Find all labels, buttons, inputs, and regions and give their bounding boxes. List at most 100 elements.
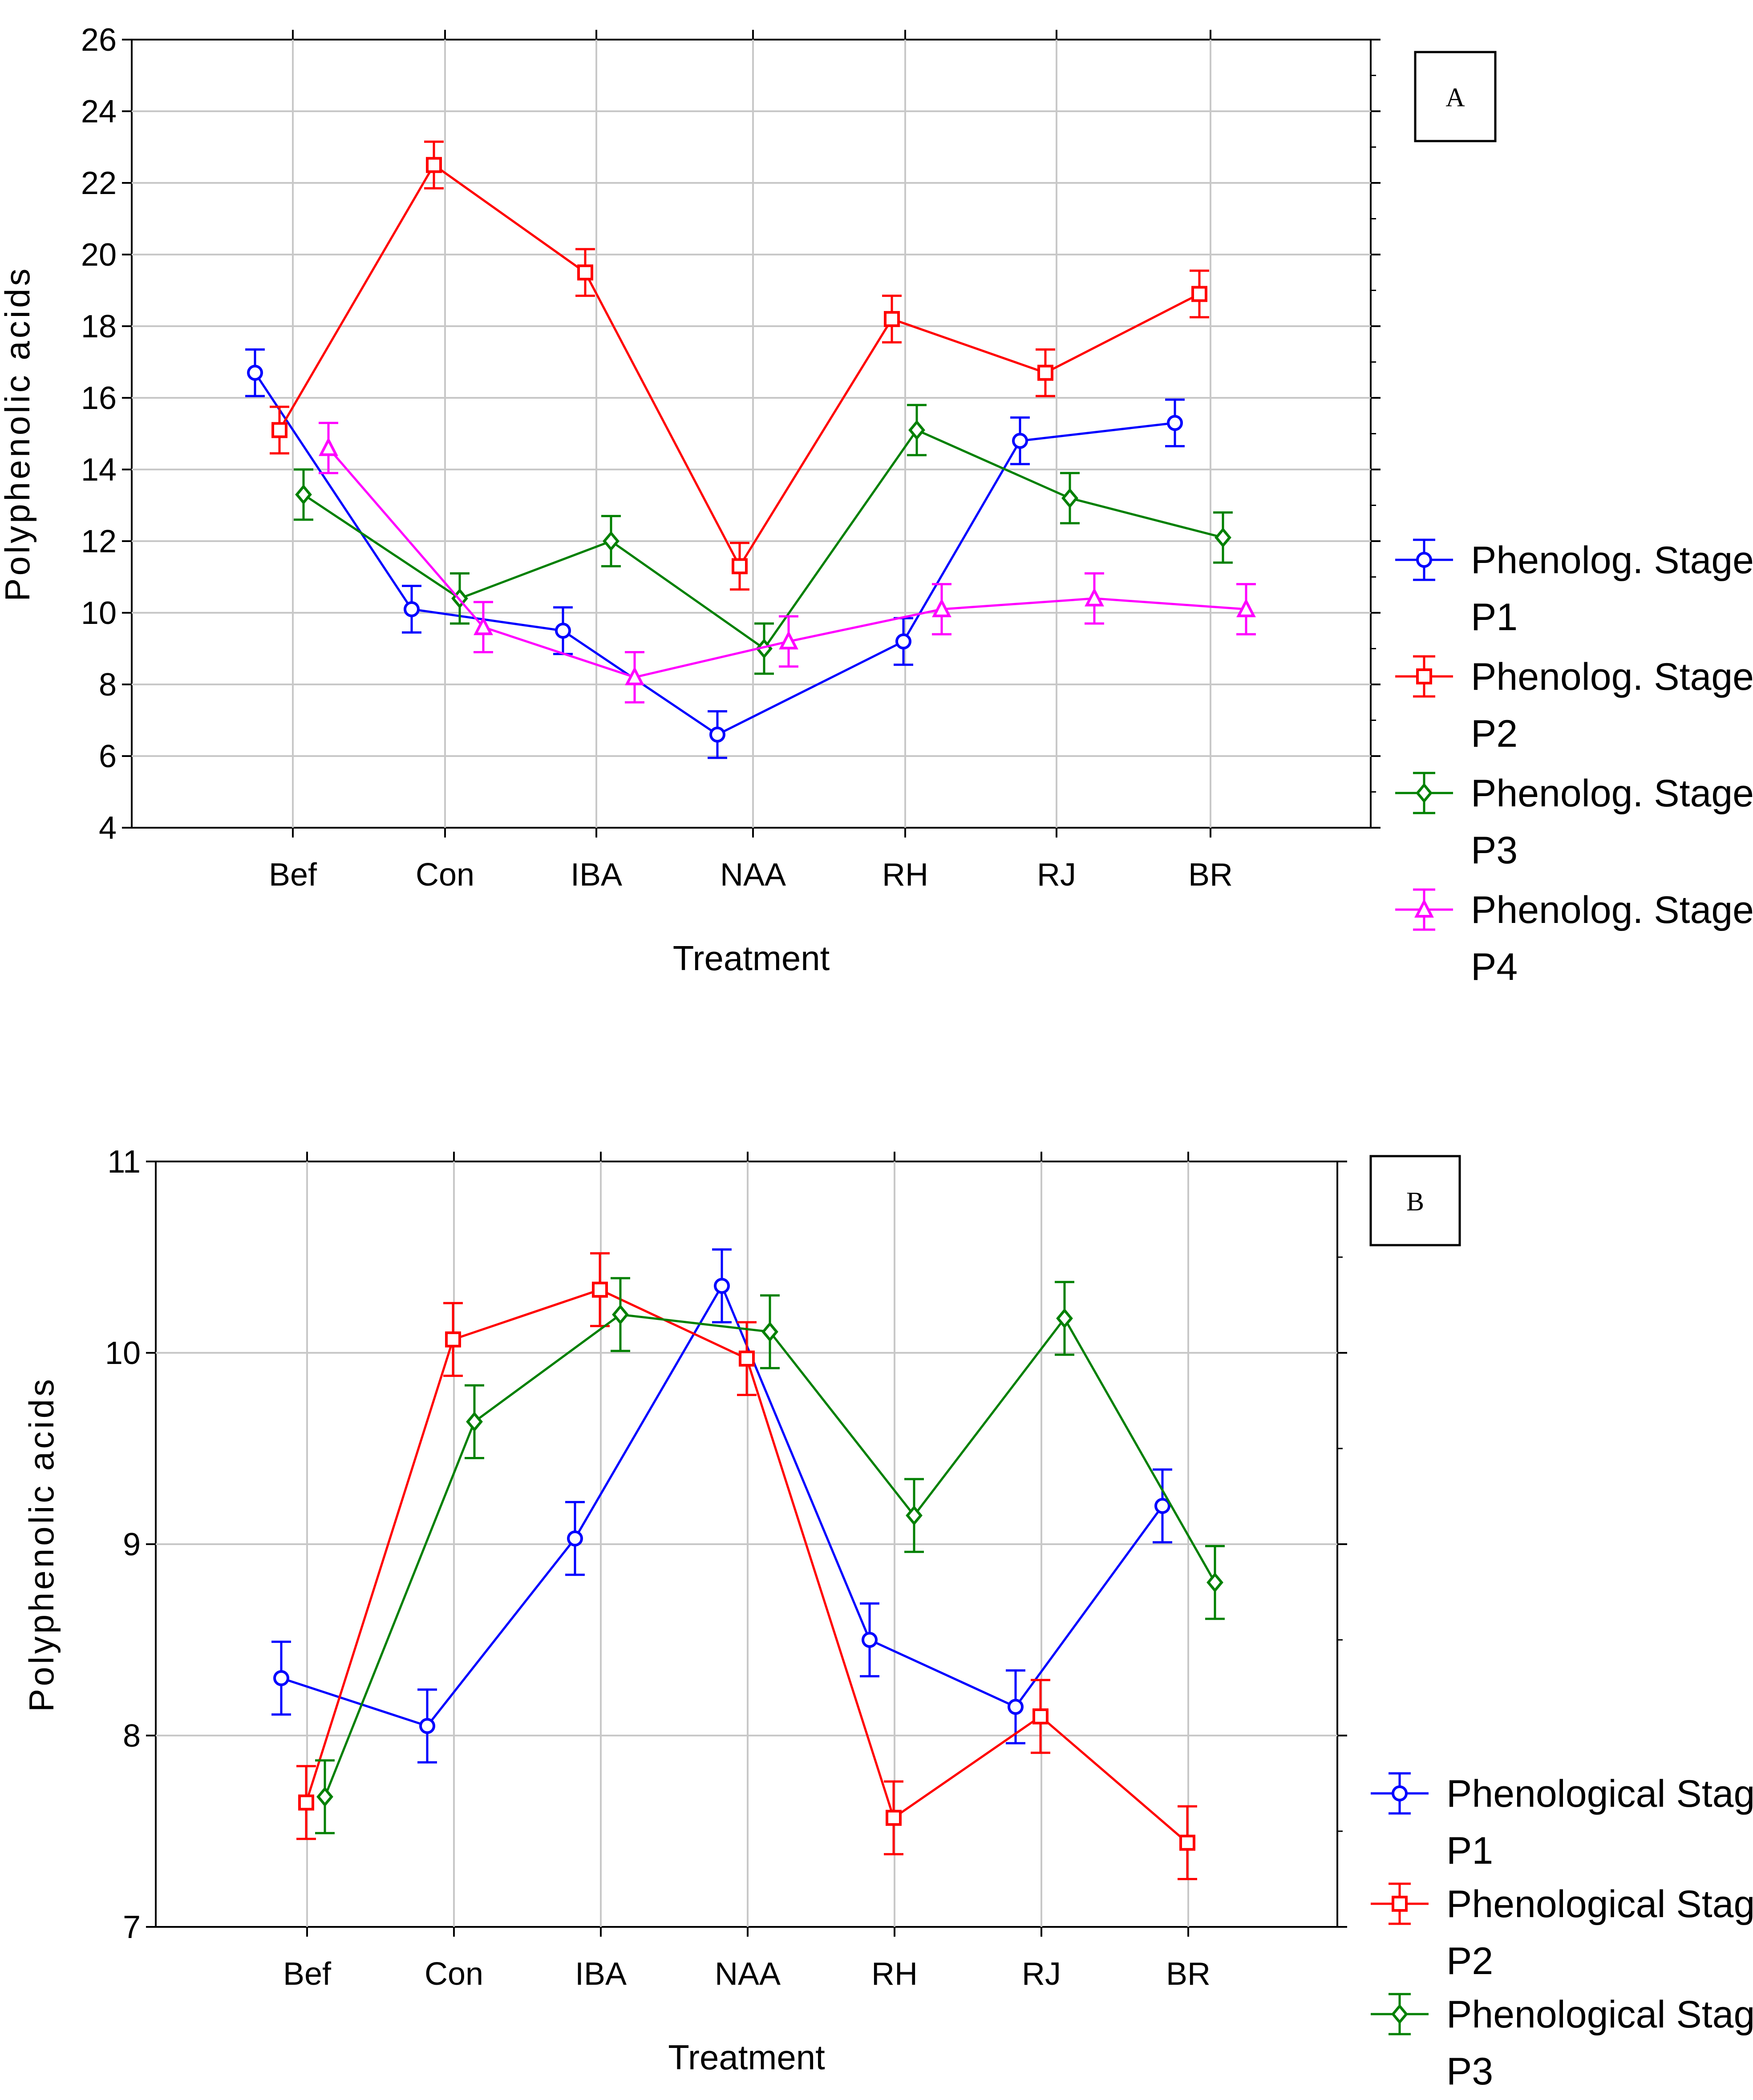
- legend-marker: [1414, 898, 1434, 918]
- series-2: [296, 1252, 1197, 1880]
- data-point: [577, 264, 593, 281]
- x-tick-label: RH: [871, 1956, 918, 1992]
- plot-area: [131, 39, 1372, 829]
- y-tick-label: 10: [105, 1335, 141, 1371]
- x-axis-title: Treatment: [673, 939, 830, 978]
- x-tick-label: RJ: [1037, 857, 1076, 893]
- data-point: [1008, 1699, 1024, 1715]
- data-point: [932, 598, 951, 617]
- x-tick-label: Bef: [269, 857, 317, 893]
- data-point: [404, 601, 420, 617]
- data-point: [1056, 1308, 1073, 1329]
- data-point: [906, 1505, 923, 1526]
- data-point: [295, 484, 312, 505]
- legend-label-line2: P3: [1471, 829, 1518, 872]
- x-tick-label: IBA: [575, 1956, 627, 1992]
- data-point: [1061, 488, 1078, 509]
- data-point: [1012, 433, 1028, 449]
- data-point: [592, 1282, 608, 1298]
- series-1: [271, 1248, 1172, 1764]
- legend-marker: [1391, 2004, 1408, 2024]
- legend-label: Phenolog. Stage: [1471, 889, 1753, 931]
- data-point: [419, 1718, 435, 1734]
- y-tick-label: 16: [81, 380, 117, 416]
- x-tick-label: RH: [882, 857, 928, 893]
- x-tick-label: Con: [425, 1956, 483, 1992]
- panel-label-box: [1369, 1155, 1461, 1246]
- x-tick-label: Con: [416, 857, 474, 893]
- data-point: [739, 1350, 755, 1367]
- series-3: [315, 1277, 1225, 1834]
- legend-label-line2: P3: [1446, 2050, 1493, 2093]
- data-point: [1037, 364, 1053, 381]
- data-point: [886, 1809, 902, 1826]
- data-point: [567, 1530, 583, 1547]
- y-tick-label: 14: [81, 452, 117, 488]
- data-point: [603, 531, 619, 551]
- legend-label-line2: P4: [1471, 946, 1518, 988]
- data-point: [908, 420, 925, 441]
- legend-label: Phenolog. Stage: [1471, 539, 1753, 582]
- legend-label: Phenological Stage: [1446, 1993, 1753, 2036]
- legend-label: Phenological Stage: [1446, 1772, 1753, 1815]
- data-point: [895, 633, 911, 650]
- data-point: [273, 1670, 289, 1686]
- y-tick-label: 24: [81, 94, 117, 129]
- y-tick-label: 20: [81, 237, 117, 273]
- x-tick-label: NAA: [715, 1956, 781, 1992]
- legend-label: Phenological Stage: [1446, 1883, 1753, 1926]
- data-point: [445, 1331, 461, 1347]
- y-tick-label: 22: [81, 166, 117, 201]
- series-4: [319, 421, 1256, 704]
- x-tick-label: RJ: [1022, 1956, 1061, 1992]
- y-tick-label: 4: [99, 810, 117, 846]
- data-point: [1032, 1708, 1049, 1724]
- x-tick-label: IBA: [571, 857, 622, 893]
- y-axis-title: Polyphenolic acids: [22, 1376, 61, 1712]
- y-tick-label: 8: [123, 1718, 141, 1754]
- data-point: [732, 558, 748, 575]
- data-point: [1236, 598, 1256, 617]
- x-tick-label: NAA: [720, 857, 786, 893]
- series-2: [270, 140, 1209, 591]
- data-point: [271, 422, 287, 438]
- legend-marker: [1392, 1785, 1408, 1801]
- data-point: [555, 623, 571, 639]
- data-point: [319, 437, 338, 456]
- y-tick-label: 9: [123, 1527, 141, 1562]
- data-point: [884, 311, 900, 327]
- data-point: [1154, 1498, 1170, 1514]
- y-tick-label: 6: [99, 739, 117, 774]
- data-point: [709, 726, 725, 743]
- legend: Phenolog. Stage P1 Phenolog. Stage P2 Phenol…: [1395, 538, 1753, 988]
- x-tick-label: BR: [1188, 857, 1233, 893]
- legend-label: Phenolog. Stage: [1471, 772, 1753, 815]
- panel-label: B: [1406, 1187, 1424, 1216]
- legend-label-line2: P1: [1471, 596, 1518, 639]
- legend-marker: [1416, 552, 1432, 568]
- legend-marker: [1416, 668, 1432, 684]
- y-tick-label: 26: [81, 22, 117, 58]
- y-tick-label: 7: [123, 1910, 141, 1945]
- data-point: [779, 630, 798, 650]
- data-point: [761, 1322, 778, 1342]
- y-axis-title: Polyphenolic acids: [0, 266, 37, 601]
- data-point: [862, 1632, 878, 1648]
- y-tick-label: 8: [99, 667, 117, 703]
- data-point: [474, 616, 493, 635]
- data-point: [1179, 1834, 1195, 1851]
- x-axis-title: Treatment: [668, 2038, 825, 2077]
- data-point: [1085, 587, 1104, 607]
- data-point: [316, 1786, 333, 1807]
- data-point: [625, 666, 644, 685]
- data-point: [466, 1412, 483, 1432]
- legend-marker: [1416, 783, 1433, 803]
- x-tick-label: Bef: [283, 1956, 332, 1992]
- series-1: [245, 348, 1185, 759]
- x-tick-label: BR: [1166, 1956, 1211, 1992]
- y-tick-label: 10: [81, 595, 117, 631]
- legend-marker: [1392, 1896, 1408, 1912]
- data-point: [426, 157, 442, 173]
- y-tick-label: 12: [81, 524, 117, 559]
